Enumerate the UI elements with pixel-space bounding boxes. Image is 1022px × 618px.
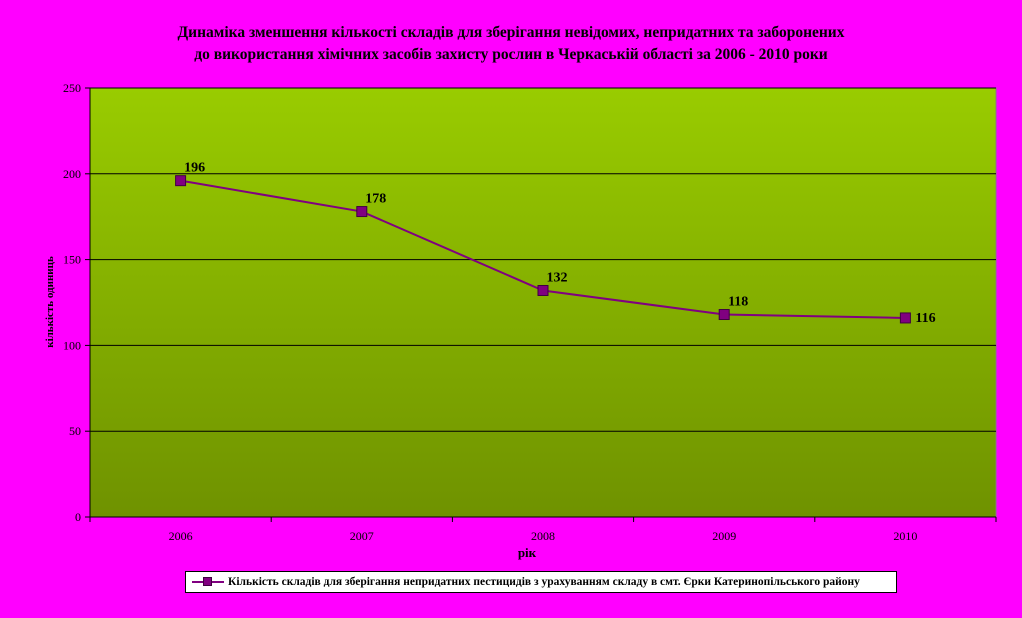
legend: Кількість складів для зберігання неприда…	[185, 571, 897, 593]
x-tick-label: 2009	[712, 529, 736, 543]
data-label: 178	[365, 192, 386, 207]
data-label: 196	[184, 161, 205, 176]
x-tick-label: 2007	[350, 529, 374, 543]
chart-title-line-1: Динаміка зменшення кількості складів для…	[177, 24, 845, 41]
y-tick-label: 50	[69, 424, 81, 438]
x-tick-label: 2008	[531, 529, 555, 543]
y-tick-label: 150	[63, 253, 81, 267]
data-point-marker	[175, 175, 187, 187]
data-label: 118	[728, 295, 748, 310]
data-point-marker	[356, 206, 368, 218]
chart-title: Динаміка зменшення кількості складів для…	[0, 22, 1022, 66]
data-point-marker	[899, 312, 911, 324]
x-tick-label: 2006	[169, 529, 193, 543]
legend-swatch-icon	[192, 577, 224, 587]
data-point-marker	[718, 309, 730, 321]
y-tick-label: 0	[75, 510, 81, 524]
x-tick-label: 2010	[893, 529, 917, 543]
data-point-marker	[537, 284, 549, 296]
y-axis-title: кількість одиниць	[44, 256, 56, 348]
data-label: 132	[547, 270, 568, 285]
x-axis-title: рік	[518, 545, 537, 560]
data-label: 116	[915, 311, 935, 326]
y-tick-label: 100	[63, 338, 81, 352]
plot-area	[89, 87, 997, 518]
chart-title-line-2: до використання хімічних засобів захисту…	[194, 46, 828, 63]
y-tick-label: 200	[63, 167, 81, 181]
legend-label: Кількість складів для зберігання неприда…	[228, 576, 860, 588]
y-tick-label: 250	[63, 81, 81, 95]
